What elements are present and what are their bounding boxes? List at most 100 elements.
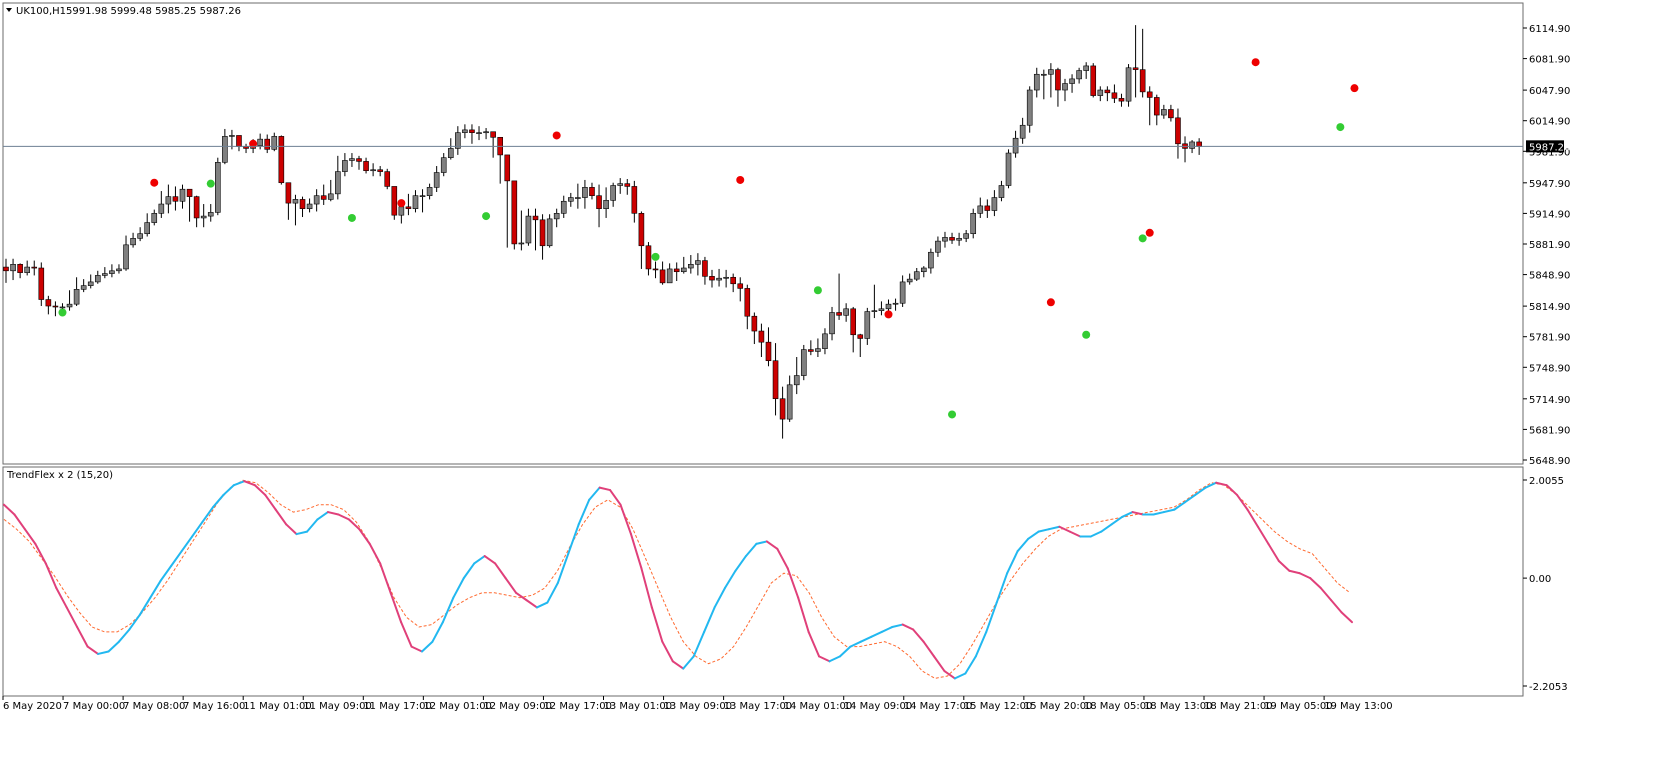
trendflex-segment-down <box>776 547 789 570</box>
time-axis-label: 13 May 17:00 <box>724 701 793 712</box>
candle-body <box>998 185 1005 198</box>
trendflex-segment-up <box>149 579 162 599</box>
sell-signal-dot <box>249 139 258 148</box>
trendflex-segment-down <box>1225 484 1239 496</box>
price-axis-label: 5748.90 <box>1529 363 1570 374</box>
candle-body <box>617 183 624 186</box>
candle-body <box>553 213 560 220</box>
trendflex-segment-up <box>306 518 319 533</box>
trendflex-segment-down <box>483 555 497 565</box>
trendflex-segment-down <box>1277 559 1291 572</box>
price-axis-label: 5848.90 <box>1529 271 1570 282</box>
trendflex-segment-down <box>933 655 946 673</box>
candle-body <box>652 268 659 271</box>
trendflex-segment-up <box>546 582 559 604</box>
trendflex-segment-up <box>588 486 601 501</box>
price-axis-label: 5981.90 <box>1529 147 1570 158</box>
candle-body <box>94 275 101 283</box>
trendflex-segment-up <box>974 630 988 658</box>
time-axis-label: 18 May 21:00 <box>1204 701 1273 712</box>
time-axis-label: 18 May 13:00 <box>1144 701 1213 712</box>
candle-body <box>1005 152 1012 186</box>
candle-body <box>829 312 835 335</box>
candle-body <box>610 185 616 201</box>
trendflex-segment-up <box>1100 523 1113 533</box>
candle-body <box>271 136 278 150</box>
trendflex-segment-up <box>577 498 591 526</box>
candle-body <box>702 260 708 277</box>
candle-body <box>730 276 736 285</box>
candle-body <box>603 200 609 209</box>
trendflex-segment-down <box>23 528 37 545</box>
candle-body <box>560 200 567 214</box>
candle-body <box>949 237 955 241</box>
trendflex-segment-down <box>1340 611 1353 624</box>
trendflex-segment-up <box>1204 481 1218 489</box>
candle-body <box>772 360 779 400</box>
trendflex-lines <box>3 479 1353 680</box>
trendflex-segment-down <box>274 508 288 526</box>
candle-body <box>716 277 722 281</box>
candle-body <box>327 193 334 200</box>
trendflex-segment-down <box>1058 525 1071 533</box>
candle-body <box>405 206 412 209</box>
candle-body <box>737 283 744 289</box>
candle-body <box>928 251 934 269</box>
candle-body <box>1026 89 1033 126</box>
trendflex-segment-up <box>211 493 225 509</box>
candle-body <box>567 197 574 202</box>
buy-signal-dot <box>58 308 67 317</box>
triangle-down-icon[interactable] <box>6 8 12 12</box>
candle-body <box>1168 109 1174 119</box>
candle-body <box>857 334 864 339</box>
candle-body <box>1189 141 1195 149</box>
candle-body <box>638 213 645 247</box>
trendflex-segment-down <box>65 606 79 629</box>
candle-body <box>631 186 638 214</box>
time-axis-label: 14 May 01:00 <box>784 701 853 712</box>
candle-body <box>751 315 758 332</box>
main-panel[interactable] <box>2 2 1524 465</box>
time-axis-label: 7 May 00:00 <box>63 701 125 712</box>
trendflex-segment-up <box>682 655 695 670</box>
trendflex-segment-down <box>1215 481 1228 487</box>
candle-body <box>956 238 962 241</box>
current-price-label: 5987.26 <box>1529 142 1570 153</box>
candle-body <box>200 215 207 219</box>
price-axis-label: 6081.90 <box>1529 55 1570 66</box>
trendflex-segment-down <box>943 670 956 680</box>
candle-body <box>215 162 221 213</box>
trendflex-segment-down <box>285 523 298 536</box>
time-axis-label: 13 May 09:00 <box>664 701 733 712</box>
candle-body <box>575 197 581 199</box>
candle-body <box>1083 65 1089 71</box>
candle-body <box>589 187 595 197</box>
indicator-panel[interactable] <box>2 466 1524 697</box>
trendflex-segment-down <box>55 586 68 609</box>
trendflex-segment-up <box>838 645 852 658</box>
candle-body <box>984 205 991 211</box>
candle-body <box>920 267 927 273</box>
candle-body <box>688 264 694 269</box>
sell-signal-dot <box>1145 228 1154 237</box>
indicator-axis-label: 2.0055 <box>1529 476 1564 487</box>
candle-body <box>624 183 631 187</box>
price-axis-label: 5947.90 <box>1529 179 1570 190</box>
time-axis[interactable]: 6 May 2020 7 May 00:007 May 08:007 May 16… <box>2 696 1393 712</box>
price-axis[interactable]: 6114.90 6081.90 6047.90 6014.90 5981.90 5947.… <box>1523 24 1570 467</box>
buy-signal-dot <box>1336 123 1345 132</box>
trendflex-segment-up <box>1173 501 1186 511</box>
candle-body <box>1019 124 1026 139</box>
candle-body <box>885 303 892 310</box>
trendflex-segment-down <box>379 562 392 594</box>
candle-body <box>222 136 228 163</box>
candle-body <box>66 303 73 308</box>
indicator-axis[interactable]: 2.0055 0.00 -2.2053 <box>1523 476 1568 693</box>
trendflex-segment-down <box>243 480 256 487</box>
trendflex-segment-down <box>786 567 800 599</box>
candle-body <box>942 237 948 242</box>
trendflex-segment-up <box>180 535 194 553</box>
candle-body <box>377 169 383 172</box>
candle-body <box>137 233 143 239</box>
